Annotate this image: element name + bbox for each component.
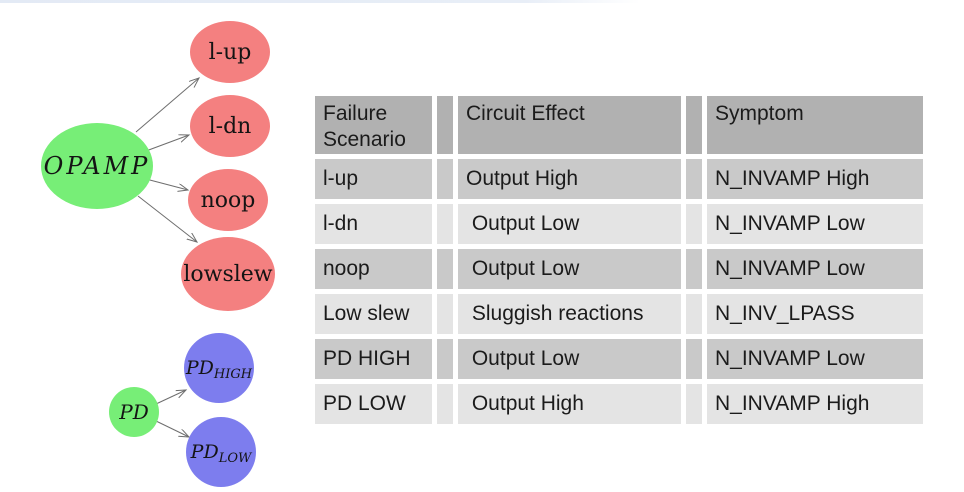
cell-spacer [437, 159, 453, 199]
window-top-edge [0, 0, 640, 3]
node-pd-high: PDHIGH [184, 333, 254, 403]
cell-failure: Low slew [315, 294, 432, 334]
arrow-opamp-to-l-up [135, 78, 199, 133]
cell-symptom: N_INV_LPASS [707, 294, 923, 334]
table-row: Low slew Sluggish reactions N_INV_LPASS [315, 294, 923, 334]
pd-label: PD [118, 400, 149, 424]
l-up-label: l-up [209, 40, 252, 65]
node-pd-low: PDLOW [186, 417, 256, 487]
cell-effect: Sluggish reactions [458, 294, 681, 334]
table-row: l-up Output High N_INVAMP High [315, 159, 923, 199]
pd-high-circle [184, 333, 254, 403]
node-pd: PD [109, 387, 159, 437]
pd-circle [109, 387, 159, 437]
col-header-failure-scenario: Failure Scenario [315, 96, 432, 154]
cell-spacer [437, 249, 453, 289]
pd-low-label-main: PD [190, 441, 219, 463]
cell-spacer [437, 339, 453, 379]
table-header-row: Failure Scenario Circuit Effect Symptom [315, 96, 923, 154]
cell-symptom: N_INVAMP Low [707, 249, 923, 289]
table-row: PD HIGH Output Low N_INVAMP Low [315, 339, 923, 379]
table-row: PD LOW Output High N_INVAMP High [315, 384, 923, 424]
l-dn-label: l-dn [209, 114, 252, 139]
opamp-label: OPAMP [44, 152, 151, 180]
cell-symptom: N_INVAMP High [707, 159, 923, 199]
table-row: noop Output Low N_INVAMP Low [315, 249, 923, 289]
cell-failure: PD HIGH [315, 339, 432, 379]
l-dn-ellipse [190, 95, 270, 157]
cell-symptom: N_INVAMP Low [707, 204, 923, 244]
l-up-ellipse [190, 21, 270, 83]
cell-spacer [686, 384, 702, 424]
col-header-symptom: Symptom [707, 96, 923, 154]
cell-symptom: N_INVAMP High [707, 384, 923, 424]
cell-spacer [686, 159, 702, 199]
cell-effect: Output Low [458, 339, 681, 379]
col-header-circuit-effect: Circuit Effect [458, 96, 681, 154]
pd-high-label-main: PD [185, 357, 214, 379]
failure-scenario-table: Failure Scenario Circuit Effect Symptom … [310, 91, 928, 429]
cell-spacer [437, 294, 453, 334]
noop-ellipse [188, 169, 268, 231]
header-spacer-2 [686, 96, 702, 154]
cell-symptom: N_INVAMP Low [707, 339, 923, 379]
cell-spacer [437, 204, 453, 244]
fault-tree-diagram: OPAMP l-up l-dn noop lowslew PD PDHIGH [41, 21, 275, 487]
node-lowslew: lowslew [181, 237, 275, 311]
cell-failure: l-up [315, 159, 432, 199]
opamp-ellipse [41, 123, 153, 209]
node-opamp: OPAMP [41, 123, 153, 209]
pd-low-label-subscript: LOW [218, 451, 253, 466]
pd-low-circle [186, 417, 256, 487]
cell-effect: Output Low [458, 204, 681, 244]
arrow-pd-to-pd-low [155, 420, 189, 437]
table-row: l-dn Output Low N_INVAMP Low [315, 204, 923, 244]
arrow-opamp-to-noop [145, 178, 188, 190]
arrow-pd-to-pd-high [155, 390, 186, 405]
arrow-opamp-to-lowslew [137, 195, 197, 242]
cell-failure: noop [315, 249, 432, 289]
cell-spacer [686, 204, 702, 244]
lowslew-label: lowslew [183, 262, 272, 287]
cell-spacer [686, 339, 702, 379]
pd-low-label: PDLOW [190, 441, 253, 466]
header-spacer-1 [437, 96, 453, 154]
cell-failure: PD LOW [315, 384, 432, 424]
node-l-up: l-up [190, 21, 270, 83]
pd-high-label: PDHIGH [185, 357, 253, 382]
noop-label: noop [201, 188, 256, 213]
cell-spacer [686, 294, 702, 334]
node-l-dn: l-dn [190, 95, 270, 157]
cell-effect: Output Low [458, 249, 681, 289]
pd-high-label-subscript: HIGH [213, 367, 253, 382]
node-noop: noop [188, 169, 268, 231]
arrow-opamp-to-l-dn [145, 135, 189, 152]
cell-spacer [686, 249, 702, 289]
cell-effect: Output High [458, 384, 681, 424]
lowslew-ellipse [181, 237, 275, 311]
cell-spacer [437, 384, 453, 424]
diagram-arrows [135, 78, 199, 437]
cell-failure: l-dn [315, 204, 432, 244]
cell-effect: Output High [458, 159, 681, 199]
